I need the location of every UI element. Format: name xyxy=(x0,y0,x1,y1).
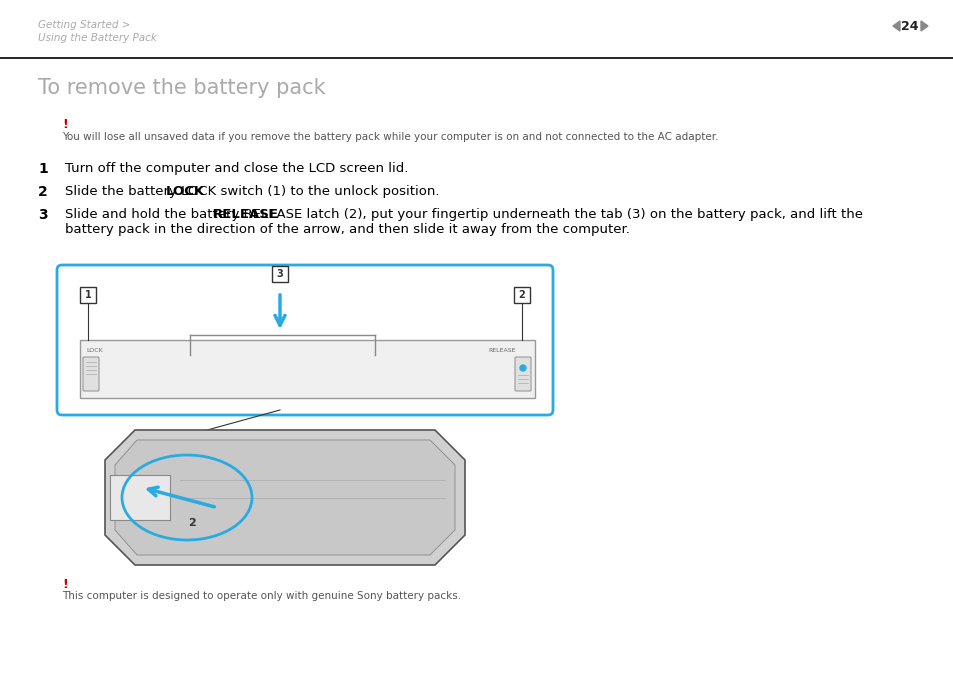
Text: RELEASE: RELEASE xyxy=(213,208,278,221)
Text: Using the Battery Pack: Using the Battery Pack xyxy=(38,33,156,43)
Text: Slide the battery LOCK switch (1) to the unlock position.: Slide the battery LOCK switch (1) to the… xyxy=(65,185,439,198)
Text: You will lose all unsaved data if you remove the battery pack while your compute: You will lose all unsaved data if you re… xyxy=(62,132,718,142)
Text: 3: 3 xyxy=(276,269,283,279)
FancyBboxPatch shape xyxy=(83,357,99,391)
FancyBboxPatch shape xyxy=(514,287,530,303)
Text: !: ! xyxy=(62,118,68,131)
Polygon shape xyxy=(892,21,899,31)
Text: 2: 2 xyxy=(518,290,525,300)
FancyBboxPatch shape xyxy=(272,266,288,282)
Text: !: ! xyxy=(62,578,68,591)
Text: Getting Started >: Getting Started > xyxy=(38,20,131,30)
FancyBboxPatch shape xyxy=(515,357,531,391)
Text: Turn off the computer and close the LCD screen lid.: Turn off the computer and close the LCD … xyxy=(65,162,408,175)
FancyBboxPatch shape xyxy=(57,265,553,415)
FancyBboxPatch shape xyxy=(80,287,96,303)
Text: 2: 2 xyxy=(188,518,195,528)
Text: 1: 1 xyxy=(38,162,48,176)
Text: This computer is designed to operate only with genuine Sony battery packs.: This computer is designed to operate onl… xyxy=(62,591,460,601)
Text: 24: 24 xyxy=(901,20,918,32)
Text: LOCK: LOCK xyxy=(166,185,205,198)
Text: LOCK: LOCK xyxy=(86,348,103,353)
Polygon shape xyxy=(105,430,464,565)
Text: To remove the battery pack: To remove the battery pack xyxy=(38,78,325,98)
Text: 2: 2 xyxy=(38,185,48,199)
Text: RELEASE: RELEASE xyxy=(488,348,515,353)
Bar xyxy=(80,340,535,398)
Circle shape xyxy=(519,365,525,371)
Bar xyxy=(110,475,170,520)
Polygon shape xyxy=(115,440,455,555)
Text: Slide and hold the battery RELEASE latch (2), put your fingertip underneath the : Slide and hold the battery RELEASE latch… xyxy=(65,208,862,221)
Text: 1: 1 xyxy=(85,290,91,300)
Text: 3: 3 xyxy=(38,208,48,222)
Text: battery pack in the direction of the arrow, and then slide it away from the comp: battery pack in the direction of the arr… xyxy=(65,223,629,236)
Polygon shape xyxy=(920,21,927,31)
